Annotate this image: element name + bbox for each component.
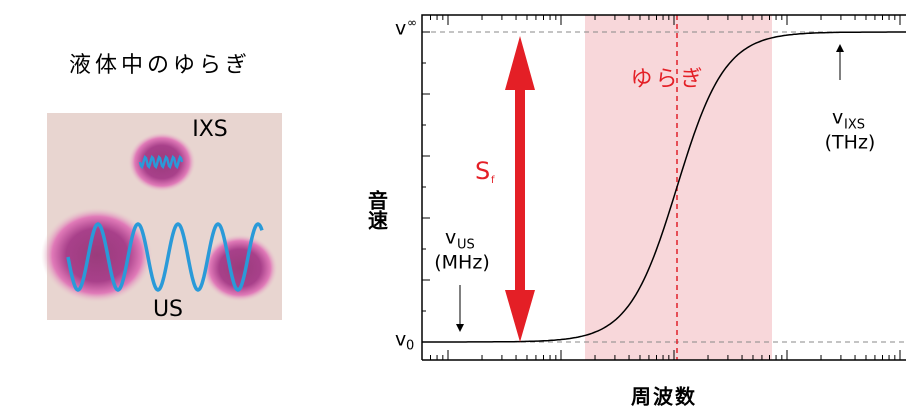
blob [41, 207, 153, 303]
v-inf-sub: ∞ [407, 16, 417, 30]
y-axis-label: 音速 [365, 189, 389, 231]
double-arrow [505, 36, 535, 342]
panel-title: 液体中のゆらぎ [69, 53, 251, 78]
ixs-label: IXS [192, 117, 228, 142]
fluctuation-label: ゆらぎ [630, 67, 705, 92]
sf-sub: f [491, 175, 495, 186]
blob [202, 234, 278, 302]
sf: S [475, 157, 490, 185]
v-ixs: v [832, 107, 843, 129]
v-us: v [445, 227, 456, 249]
v-us-sub: US [457, 238, 475, 253]
v-0-sub: 0 [406, 339, 414, 354]
v-ixs-unit: (THz) [825, 132, 876, 154]
v-0: v [395, 329, 406, 351]
figure: 液体中のゆらぎ IXS US v ∞ v 0 S f ゆらぎ v US (MHz… [0, 0, 906, 412]
x-axis-label: 周波数 [631, 385, 697, 409]
v-us-unit: (MHz) [434, 252, 489, 274]
v-ixs-sub: IXS [844, 118, 865, 133]
v-inf: v [395, 18, 406, 40]
us-label: US [153, 297, 183, 322]
